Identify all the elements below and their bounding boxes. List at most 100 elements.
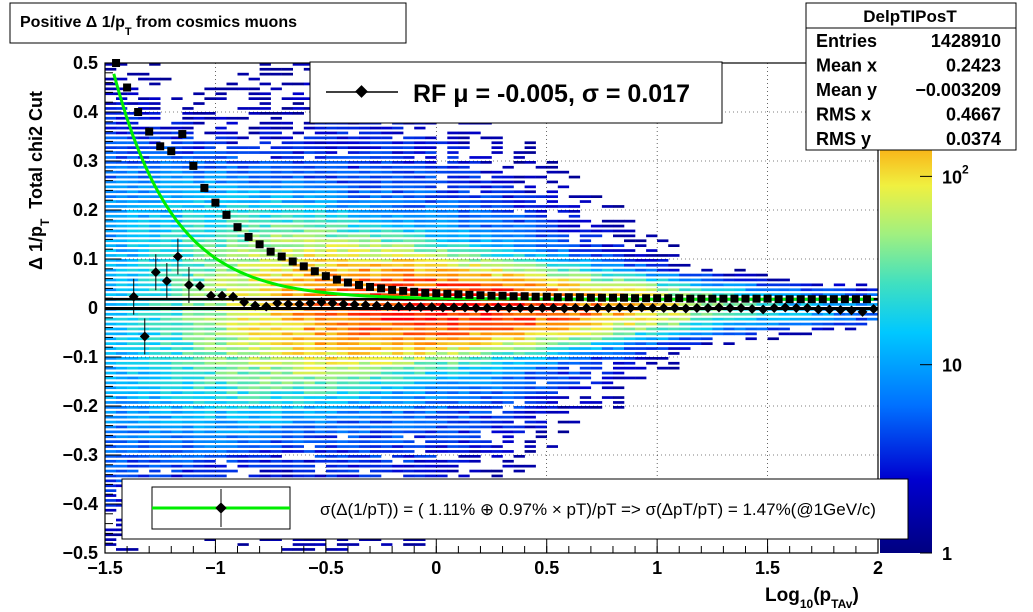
- heatmap-cell: [160, 474, 172, 478]
- heatmap-cell: [524, 254, 536, 257]
- heatmap-cell: [281, 410, 293, 414]
- heatmap-cell: [524, 420, 536, 424]
- heatmap-cell: [336, 283, 349, 287]
- heatmap-cell: [359, 459, 371, 463]
- heatmap-cell: [105, 92, 117, 96]
- heatmap-cell: [292, 210, 304, 213]
- heatmap-cell: [414, 474, 426, 478]
- profile-points: [112, 59, 879, 355]
- heatmap-cell: [303, 185, 316, 189]
- heatmap-cell: [193, 151, 205, 154]
- heatmap-cell: [105, 342, 117, 345]
- heatmap-cell: [370, 200, 382, 203]
- heatmap-cell: [303, 548, 316, 551]
- heatmap-cell: [105, 77, 117, 81]
- heatmap-cell: [359, 445, 371, 448]
- heatmap-cell: [171, 244, 183, 247]
- heatmap-cell: [347, 165, 360, 169]
- heatmap-cell: [105, 381, 117, 385]
- heatmap-cell: [226, 234, 238, 238]
- heatmap-cell: [226, 263, 238, 267]
- heatmap-cell: [314, 161, 327, 164]
- heatmap-cell: [281, 425, 293, 429]
- heatmap-cell: [590, 337, 603, 341]
- heatmap-cell: [336, 156, 349, 159]
- heatmap-cell: [745, 332, 757, 336]
- heatmap-cell: [535, 288, 547, 292]
- heatmap-cell: [149, 161, 161, 164]
- heatmap-cell: [105, 112, 117, 115]
- heatmap-cell: [359, 210, 371, 213]
- heatmap-cell: [491, 180, 503, 184]
- heatmap-cell: [259, 214, 271, 218]
- heatmap-cell: [458, 205, 470, 208]
- heatmap-cell: [646, 263, 658, 267]
- heatmap-cell: [149, 283, 161, 287]
- heatmap-cell: [226, 371, 238, 375]
- heatmap-cell: [447, 459, 459, 463]
- heatmap-cell: [546, 165, 558, 169]
- heatmap-cell: [237, 195, 249, 198]
- heatmap-cell: [325, 244, 338, 247]
- heatmap-cell: [226, 396, 238, 399]
- heatmap-cell: [668, 278, 680, 282]
- heatmap-cell: [292, 347, 304, 350]
- heatmap-cell: [314, 538, 327, 541]
- heatmap-cell: [160, 126, 172, 130]
- heatmap-cell: [546, 249, 558, 252]
- heatmap-cell: [116, 224, 128, 228]
- heatmap-cell: [127, 469, 139, 473]
- heatmap-cell: [314, 450, 327, 453]
- heatmap-cell: [392, 195, 404, 198]
- heatmap-cell: [458, 450, 470, 453]
- heatmap-cell: [635, 239, 647, 243]
- heatmap-cell: [469, 244, 481, 247]
- heatmap-cell: [160, 156, 172, 159]
- heatmap-cell: [325, 317, 338, 321]
- heatmap-cell: [215, 391, 227, 394]
- heatmap-cell: [425, 420, 437, 424]
- heatmap-cell: [281, 259, 293, 262]
- heatmap-cell: [314, 224, 327, 228]
- heatmap-cell: [657, 273, 669, 277]
- heatmap-cell: [116, 317, 128, 321]
- heatmap-cell: [458, 420, 470, 424]
- heatmap-cell: [359, 200, 371, 203]
- heatmap-cell: [105, 136, 117, 140]
- heatmap-cell: [215, 435, 227, 439]
- heatmap-cell: [149, 146, 161, 149]
- heatmap-cell: [392, 229, 404, 233]
- heatmap-cell: [392, 410, 404, 414]
- heatmap-cell: [403, 543, 415, 546]
- heatmap-cell: [381, 146, 393, 149]
- heatmap-cell: [613, 224, 625, 228]
- heatmap-cell: [425, 229, 437, 233]
- heatmap-cell: [568, 263, 581, 267]
- heatmap-cell: [105, 156, 117, 159]
- heatmap-cell: [259, 386, 271, 390]
- heatmap-cell: [105, 239, 117, 243]
- heatmap-cell: [171, 283, 183, 287]
- heatmap-cell: [381, 161, 393, 164]
- heatmap-cell: [756, 303, 768, 306]
- heatmap-cell: [215, 352, 227, 355]
- heatmap-cell: [259, 361, 271, 365]
- heatmap-cell: [491, 361, 503, 365]
- heatmap-cell: [712, 327, 724, 331]
- heatmap-cell: [513, 317, 525, 321]
- heatmap-cell: [557, 185, 570, 189]
- heatmap-cell: [502, 180, 514, 184]
- heatmap-cell: [469, 342, 481, 345]
- heatmap-cell: [182, 381, 194, 385]
- heatmap-cell: [502, 352, 514, 355]
- heatmap-cell: [392, 180, 404, 184]
- mean-point: [360, 300, 371, 311]
- heatmap-cell: [259, 244, 271, 247]
- sigma-point: [156, 142, 165, 151]
- heatmap-cell: [502, 195, 514, 198]
- heatmap-cell: [259, 219, 271, 223]
- heatmap-cell: [226, 337, 238, 341]
- heatmap-cell: [480, 337, 492, 341]
- heatmap-cell: [116, 386, 128, 390]
- heatmap-cell: [590, 259, 603, 262]
